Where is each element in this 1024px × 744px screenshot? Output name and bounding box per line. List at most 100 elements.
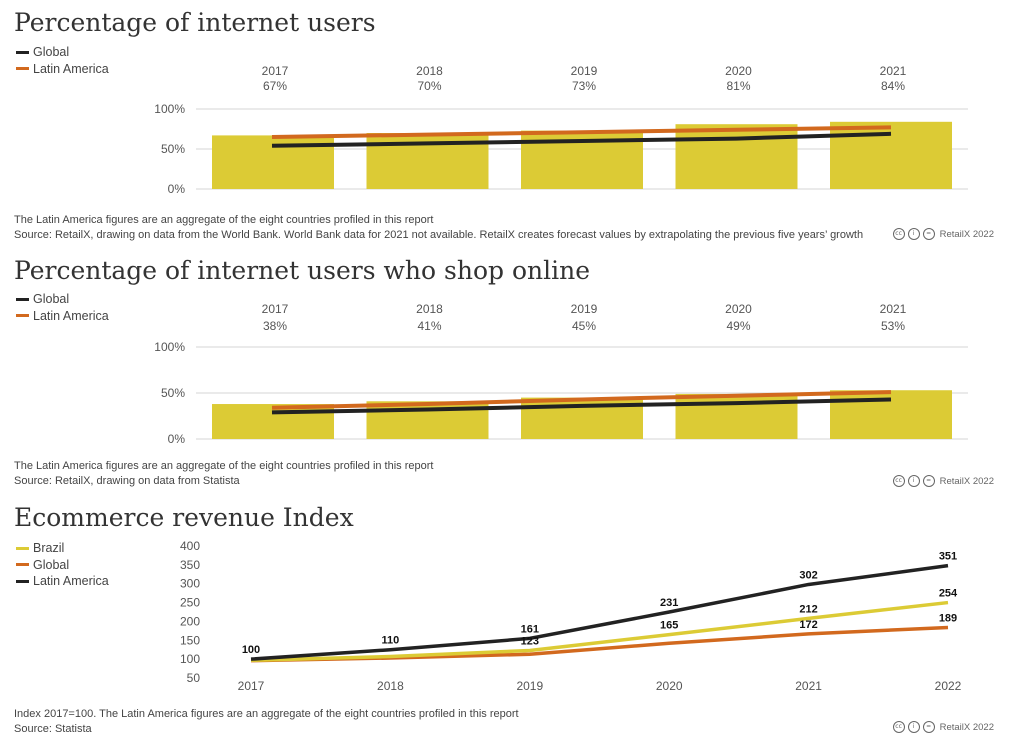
y-tick-label: 100 [180, 652, 200, 666]
nd-icon: = [922, 721, 935, 733]
legend-item-global: Global [16, 291, 109, 308]
data-label: 110 [382, 635, 400, 647]
legend-label: Global [33, 557, 70, 572]
nd-icon: = [922, 475, 935, 487]
y-tick-label: 350 [180, 558, 200, 572]
bar [675, 124, 798, 189]
y-tick-label: 100% [154, 102, 185, 116]
category-label: 2018 [416, 302, 443, 316]
data-label: 100 [242, 644, 260, 656]
bar [830, 390, 952, 439]
series-line-latin-america [250, 563, 949, 661]
y-tick-label: 100% [154, 340, 185, 354]
credit: cc i = RetailX 2022 [892, 228, 994, 240]
legend: Global Latin America [16, 44, 109, 77]
y-tick-label: 200 [180, 614, 200, 628]
nd-icon: = [922, 228, 935, 240]
panel-internet-users: Percentage of internet users Global Lati… [0, 0, 1024, 250]
credit: cc i = RetailX 2022 [892, 721, 994, 733]
data-label: 172 [799, 619, 817, 631]
data-label: 161 [521, 623, 539, 635]
x-tick-label: 2020 [656, 679, 683, 693]
data-label: 302 [799, 569, 817, 581]
legend-swatch [16, 563, 29, 567]
chart-notes: Index 2017=100. The Latin America figure… [14, 707, 519, 737]
data-label: 212 [799, 603, 817, 615]
legend-swatch [16, 67, 29, 71]
by-icon: i [907, 475, 920, 487]
legend-swatch [16, 546, 29, 550]
category-label: 2018 [416, 64, 443, 78]
x-tick-label: 2017 [238, 679, 265, 693]
data-label: 254 [939, 588, 958, 600]
y-tick-label: 150 [180, 633, 200, 647]
chart-online-shoppers: 0% 50% 100% 2017 38% 2018 41% 2019 45% 2020 49% 202… [154, 302, 968, 446]
bar-value-label: 81% [726, 79, 750, 93]
legend-label: Global [33, 292, 70, 307]
category-label: 2020 [725, 302, 752, 316]
legend-item-latin-america: Latin America [16, 61, 109, 78]
credit-text: RetailX 2022 [939, 228, 994, 240]
bar-value-label: 53% [881, 319, 905, 333]
category-label: 2021 [880, 302, 907, 316]
y-tick-label: 300 [180, 577, 200, 591]
y-tick-label: 50% [161, 386, 185, 400]
y-tick-label: 250 [180, 596, 200, 610]
bar-value-label: 49% [726, 319, 750, 333]
legend-item-latin-america: Latin America [16, 573, 109, 590]
category-label: 2017 [262, 64, 289, 78]
by-icon: i [907, 721, 920, 733]
x-tick-label: 2022 [935, 679, 962, 693]
legend-swatch [16, 579, 29, 583]
series-line-global [271, 397, 892, 415]
x-tick-label: 2018 [377, 679, 404, 693]
data-label: 231 [660, 597, 678, 609]
series-line-latin-america [271, 125, 892, 139]
legend-swatch [16, 314, 29, 318]
y-tick-label: 0% [168, 432, 186, 446]
legend-item-global: Global [16, 557, 109, 574]
series-line-brazil [250, 600, 949, 663]
category-label: 2019 [571, 302, 598, 316]
chart-title: Percentage of internet users [14, 8, 376, 37]
bar-value-label: 73% [572, 79, 596, 93]
bar-value-label: 67% [263, 79, 287, 93]
footnote: The Latin America figures are an aggrega… [14, 214, 434, 226]
footnote: The Latin America figures are an aggrega… [14, 460, 434, 472]
legend: Global Latin America [16, 291, 109, 324]
legend-label: Latin America [33, 574, 109, 589]
category-label: 2017 [262, 302, 289, 316]
chart-title: Percentage of internet users who shop on… [14, 256, 590, 285]
source-note: Source: RetailX, drawing on data from St… [14, 475, 240, 487]
y-tick-label: 0% [168, 182, 186, 196]
panel-ecommerce-index: Ecommerce revenue Index Brazil Global La… [0, 500, 1024, 744]
source-note: Source: Statista [14, 723, 92, 735]
panel-online-shoppers: Percentage of internet users who shop on… [0, 250, 1024, 500]
credit-text: RetailX 2022 [939, 721, 994, 733]
y-tick-label: 50% [161, 142, 185, 156]
credit: cc i = RetailX 2022 [892, 475, 994, 487]
data-label: 165 [660, 620, 678, 632]
series-line-latin-america [271, 390, 892, 410]
source-note: Source: RetailX, drawing on data from th… [14, 229, 864, 241]
data-label: 123 [521, 635, 539, 647]
series-line-global [271, 131, 892, 148]
data-label: 351 [939, 551, 957, 563]
legend-swatch [16, 297, 29, 301]
chart-notes: The Latin America figures are an aggrega… [14, 459, 433, 489]
chart-ecommerce-index: 50 100 150 200 250 300 350 400 2017 2018 2019 2020 2… [180, 539, 962, 693]
by-icon: i [907, 228, 920, 240]
y-tick-label: 400 [180, 539, 200, 553]
category-label: 2020 [725, 64, 752, 78]
data-label: 189 [939, 612, 957, 624]
footnote: Index 2017=100. The Latin America figure… [14, 708, 519, 720]
bar-value-label: 41% [417, 319, 441, 333]
chart-title: Ecommerce revenue Index [14, 503, 354, 532]
x-tick-label: 2021 [795, 679, 822, 693]
legend-label: Latin America [33, 61, 109, 76]
legend-item-latin-america: Latin America [16, 308, 109, 325]
bar-value-label: 70% [417, 79, 441, 93]
x-tick-label: 2019 [516, 679, 543, 693]
cc-icon: cc [892, 228, 905, 240]
